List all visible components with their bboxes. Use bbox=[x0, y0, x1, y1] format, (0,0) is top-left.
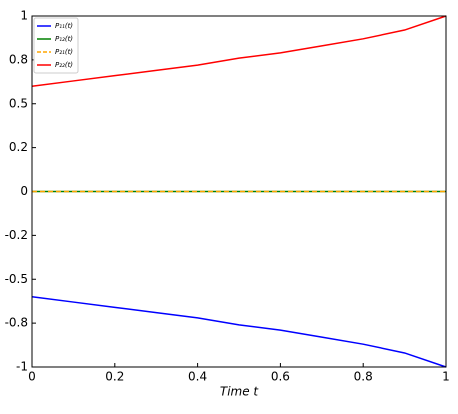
y-tick-label: 0.8 bbox=[9, 52, 28, 66]
y-tick-label: -0.5 bbox=[5, 272, 28, 286]
legend-label: P₂₁(t) bbox=[55, 48, 73, 56]
x-tick-label: 1 bbox=[442, 370, 450, 384]
series-line bbox=[31, 296, 447, 368]
y-tick-label: -1 bbox=[16, 360, 28, 374]
y-tick-label: 0.5 bbox=[9, 96, 28, 110]
legend-box bbox=[33, 17, 79, 74]
x-tick-label: 0.6 bbox=[271, 370, 290, 384]
series-line bbox=[31, 15, 447, 87]
legend-label: P₂₂(t) bbox=[55, 61, 73, 69]
x-tick-label: 0.2 bbox=[105, 370, 124, 384]
x-axis-label: Time t bbox=[220, 385, 260, 399]
y-tick-label: 0 bbox=[20, 184, 28, 198]
y-tick-label: 1 bbox=[20, 9, 28, 23]
legend-label: P₁₁(t) bbox=[55, 22, 73, 30]
y-tick-label: 0.2 bbox=[9, 140, 28, 154]
y-tick-label: -0.2 bbox=[5, 228, 28, 242]
x-tick-label: 0.8 bbox=[354, 370, 373, 384]
legend-label: P₁₂(t) bbox=[55, 35, 73, 43]
y-tick-label: -0.8 bbox=[5, 316, 28, 330]
x-tick-label: 0.4 bbox=[188, 370, 207, 384]
x-tick-label: 0 bbox=[28, 370, 36, 384]
plot-frame bbox=[31, 15, 447, 368]
